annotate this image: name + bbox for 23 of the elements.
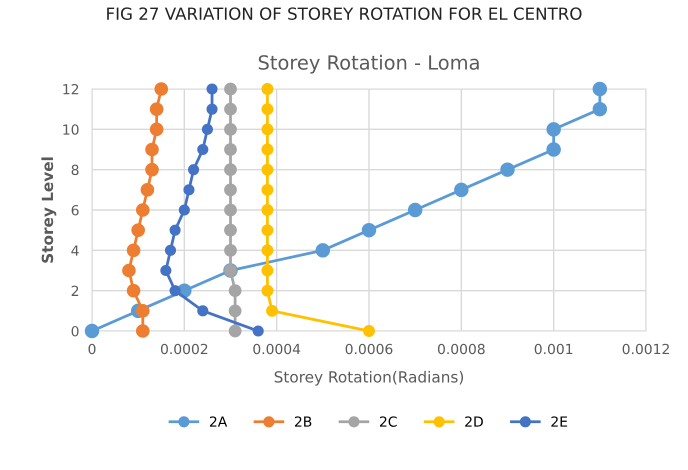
legend-label: 2C	[380, 416, 397, 427]
y-tick-label: 6	[72, 204, 79, 216]
legend-label: 2A	[210, 416, 228, 427]
x-axis-title: Storey Rotation(Radians)	[274, 370, 464, 386]
caption: FIG 27 VARIATION OF STOREY ROTATION FOR EL CENTRO	[107, 7, 582, 20]
x-tick-label: 0.0006	[346, 344, 392, 354]
x-tick-label: 0	[88, 344, 96, 354]
x-tick-label: 0.0012	[622, 344, 669, 354]
y-tick-label: 8	[72, 164, 79, 176]
y-tick-label: 0	[72, 326, 79, 336]
legend-label: 2B	[294, 416, 312, 427]
legend-label: 2D	[465, 416, 483, 427]
y-axis-title: Storey Level	[41, 157, 56, 263]
legend-label: 2E	[551, 416, 568, 427]
x-tick-label: 0.0004	[253, 344, 300, 354]
y-tick-label: 2	[72, 286, 78, 296]
y-tick-label: 4	[71, 245, 79, 256]
chart-title: Storey Rotation - Loma	[258, 54, 479, 74]
x-tick-label: 0.0008	[438, 344, 485, 354]
y-tick-label: 12	[63, 84, 78, 94]
y-tick-label: 10	[63, 124, 79, 135]
x-tick-label: 0.0002	[160, 344, 208, 354]
x-tick-label: 0.001	[534, 344, 572, 354]
